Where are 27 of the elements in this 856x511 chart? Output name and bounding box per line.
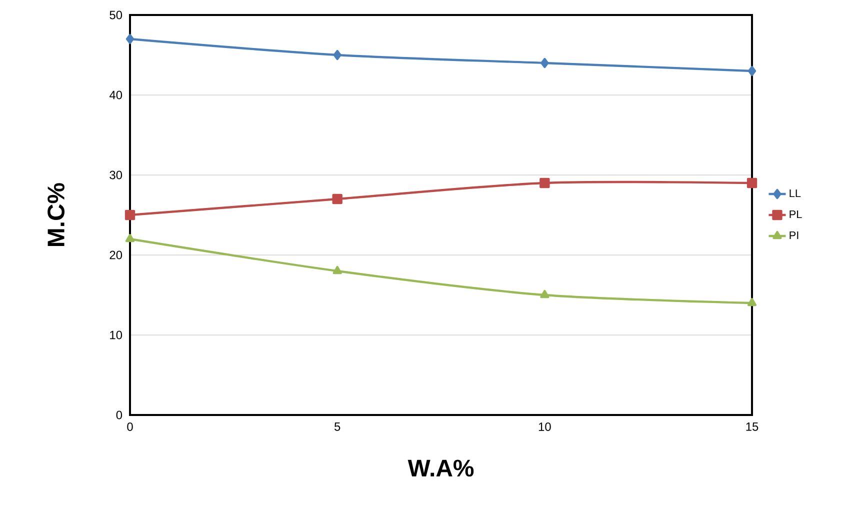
point xyxy=(126,34,134,44)
point xyxy=(333,50,342,60)
point xyxy=(748,66,756,76)
legend-label: LL xyxy=(790,190,801,198)
x-tick-label: 5 xyxy=(334,422,340,431)
y-tick-label: 50 xyxy=(110,10,122,20)
point xyxy=(332,194,342,204)
point xyxy=(332,266,342,274)
point xyxy=(747,298,757,306)
point xyxy=(125,234,135,242)
x-tick-label: 15 xyxy=(746,422,758,431)
x-tick-label: 0 xyxy=(127,422,133,431)
y-tick-label: 0 xyxy=(116,410,122,420)
legend-label: PI xyxy=(790,231,798,240)
y-axis-title: M.C% xyxy=(48,183,64,246)
point xyxy=(540,178,550,188)
y-tick-label: 20 xyxy=(110,250,122,260)
point xyxy=(746,178,758,188)
y-tick-label: 40 xyxy=(109,90,122,100)
x-tick-label: 10 xyxy=(538,422,551,431)
y-tick-label: 30 xyxy=(110,170,122,180)
y-tick-label: 10 xyxy=(110,330,122,340)
point xyxy=(540,290,550,298)
legend-label: PL xyxy=(790,210,802,218)
point xyxy=(540,58,549,68)
x-axis-title: W.A% xyxy=(408,460,474,477)
point xyxy=(124,210,136,220)
